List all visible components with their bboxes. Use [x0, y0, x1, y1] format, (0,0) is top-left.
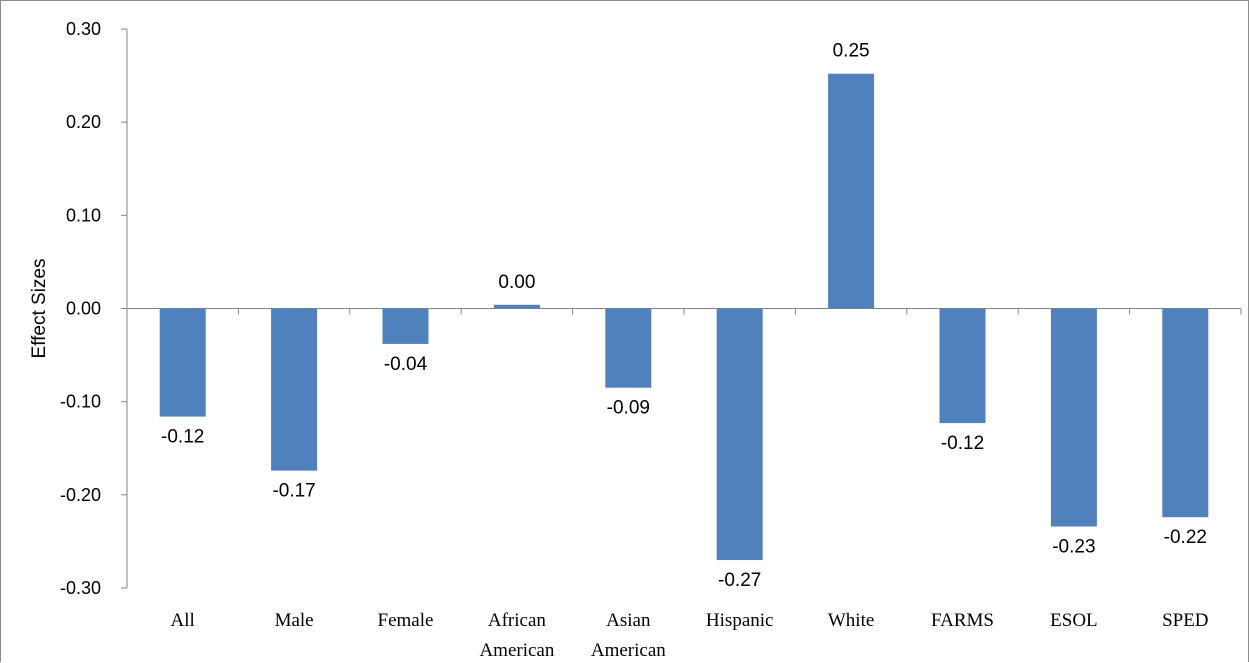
y-tick-label: -0.10: [60, 392, 101, 412]
bar: [828, 73, 875, 309]
bar: [271, 308, 318, 471]
category-label: Female: [378, 610, 434, 631]
category-label: SPED: [1162, 610, 1208, 631]
data-label: -0.27: [718, 570, 761, 591]
bar: [716, 308, 763, 561]
category-label: American: [591, 640, 666, 661]
category-label: Hispanic: [706, 610, 774, 631]
y-tick-label: -0.30: [60, 578, 101, 598]
y-axis-title: Effect Sizes: [29, 259, 50, 359]
data-label: -0.09: [607, 398, 650, 419]
bar: [605, 308, 652, 388]
data-label: -0.17: [272, 481, 315, 502]
category-label: Asian: [606, 610, 651, 631]
y-tick-label: 0.30: [66, 19, 101, 39]
y-tick-label: 0.00: [66, 299, 101, 319]
data-label: 0.00: [498, 272, 535, 293]
category-label: White: [828, 610, 874, 631]
category-label: African: [488, 610, 547, 631]
bar: [159, 308, 206, 417]
y-tick-label: 0.20: [66, 112, 101, 132]
data-label: -0.22: [1164, 527, 1207, 548]
data-label: -0.04: [384, 354, 428, 375]
bar: [1162, 308, 1209, 518]
bar: [939, 308, 986, 424]
category-label: Male: [275, 610, 314, 631]
y-tick-label: 0.10: [66, 205, 101, 225]
data-label: 0.25: [833, 41, 870, 62]
plot-area: 0.30 0.20 0.10 0.00 -0.10 -0.20 -0.30 -0.12 All -…: [60, 19, 1242, 661]
category-label: All: [171, 610, 195, 631]
bar: [1050, 308, 1097, 527]
category-label: American: [479, 640, 554, 661]
y-tick-label: -0.20: [60, 485, 101, 505]
category-label: FARMS: [931, 610, 994, 631]
category-label: ESOL: [1050, 610, 1098, 631]
data-label: -0.12: [941, 433, 984, 454]
data-label: -0.12: [161, 427, 204, 448]
bar: [382, 308, 429, 344]
bar: [493, 304, 540, 309]
data-label: -0.23: [1052, 537, 1095, 558]
